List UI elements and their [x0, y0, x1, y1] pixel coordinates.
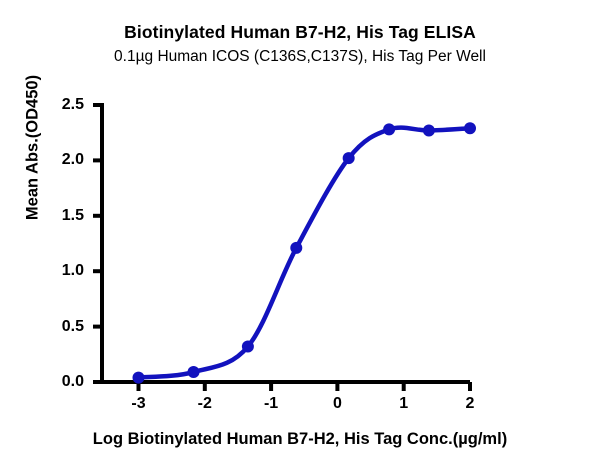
x-axis-tick-label: 1 [399, 395, 409, 412]
data-point-marker [290, 241, 303, 254]
data-point-markers [132, 122, 476, 384]
data-point-marker [342, 152, 355, 165]
y-axis-tick-label: 0.0 [61, 373, 84, 390]
y-axis-tick-label: 0.5 [61, 317, 84, 335]
axes [100, 103, 470, 384]
data-point-marker [422, 124, 435, 137]
chart-subtitle: 0.1µg Human ICOS (C136S,C137S), His Tag … [114, 48, 486, 65]
x-axis-tick-label: -2 [197, 395, 212, 412]
fit-curve [136, 125, 473, 380]
x-axis-tick-label: -1 [263, 395, 279, 412]
x-axis-tick-label: -3 [131, 395, 146, 412]
y-axis-tick-label: 2.5 [61, 96, 84, 113]
data-point-marker [241, 340, 254, 353]
data-point-marker [187, 366, 200, 379]
y-axis-tick-label: 1.5 [61, 206, 84, 224]
y-axis-tick-label: 2.0 [61, 151, 84, 169]
y-axis-tick-label: 1.0 [61, 262, 84, 280]
chart-title: Biotinylated Human B7-H2, His Tag ELISA [124, 22, 476, 42]
data-point-marker [464, 122, 476, 135]
x-axis-tick-label: 0 [332, 395, 342, 412]
y-axis-ticks [93, 103, 102, 384]
data-point-marker [383, 123, 396, 136]
data-point-marker [132, 371, 145, 384]
x-axis-tick-label: 2 [465, 395, 475, 412]
x-axis-label: Log Biotinylated Human B7-H2, His Tag Co… [92, 430, 508, 448]
